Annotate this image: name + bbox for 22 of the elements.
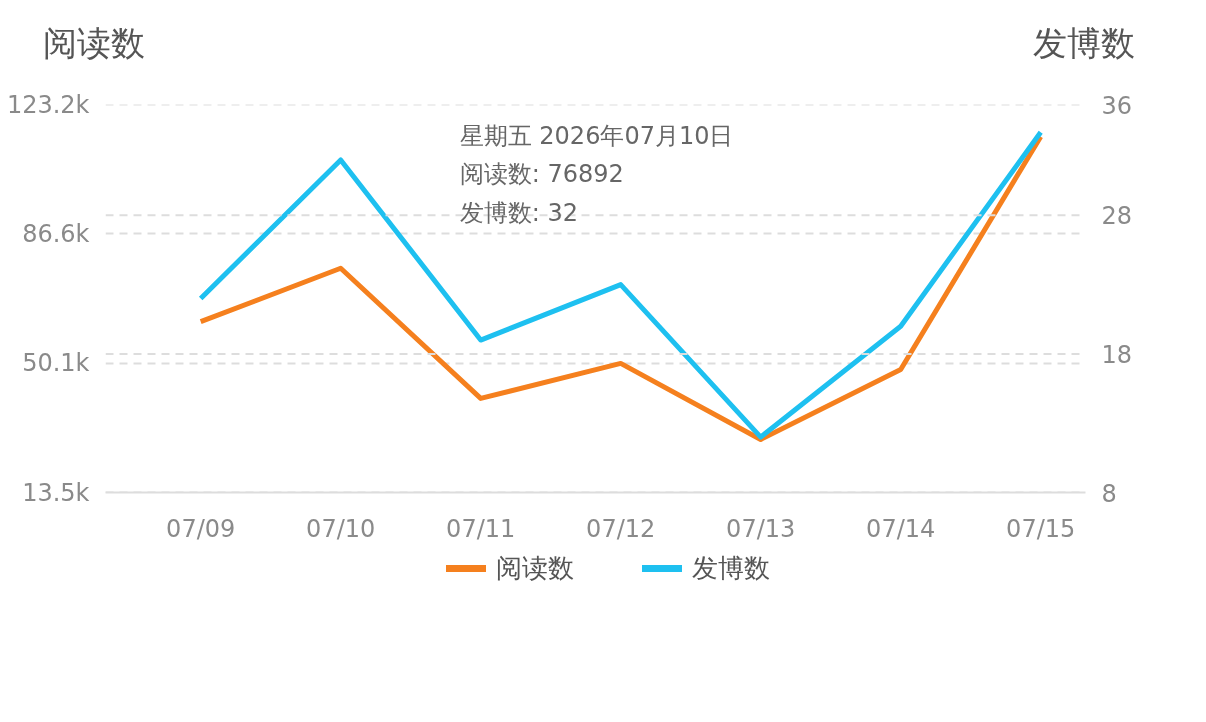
y-tick-label: 13.5k [22,478,90,507]
y2-tick-label: 18 [1101,340,1133,369]
y2-tick-label: 8 [1101,479,1117,508]
y2-tick-label: 28 [1101,202,1133,231]
y-tick-label: 86.6k [22,219,90,248]
x-tick-label: 07/11 [446,514,516,543]
y-tick-label: 50.1k [22,349,90,378]
annotation: 阅读数: 76892 [459,160,624,189]
x-tick-label: 07/14 [866,514,936,543]
x-tick-label: 07/12 [586,514,656,543]
x-tick-label: 07/10 [306,514,376,543]
x-tick-label: 07/09 [166,514,236,543]
y2-tick-label: 36 [1101,91,1133,120]
annotation: 发博数: 32 [459,199,578,228]
y2-axis-title: 发博数 [1033,22,1135,65]
legend-label: 发博数 [692,552,770,585]
annotation: 星期五 2026年07月10日 [459,121,734,150]
legend-label: 阅读数 [496,552,574,585]
x-tick-label: 07/13 [726,514,796,543]
x-tick-label: 07/15 [1006,514,1076,543]
y-tick-label: 123.2k [6,90,90,119]
y-axis-title: 阅读数 [43,22,145,65]
